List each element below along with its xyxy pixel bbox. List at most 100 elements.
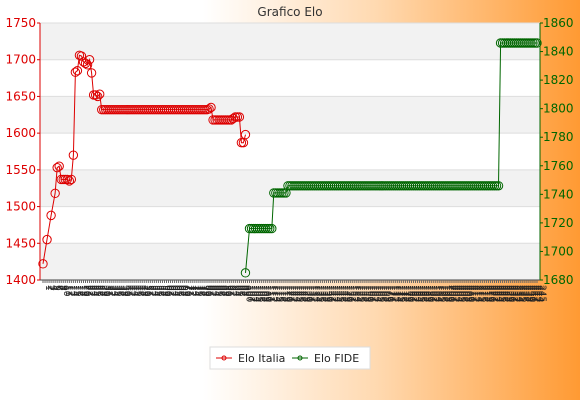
x-tick-label: 170 [385,285,395,302]
x-tick-label: 124 [292,285,302,302]
x-tick-label: 226 [499,285,509,302]
series-point [76,51,87,61]
x-tick-label: 50 [142,285,152,297]
x-tick-label: 199 [444,285,454,302]
x-tick-label: 151 [347,285,357,302]
x-tick-label: 96 [235,285,245,297]
x-tick-label: 110 [264,285,274,302]
x-tick-label: 219 [484,285,494,302]
x-tick-label: 134 [312,285,322,302]
x-tick-label: 60 [162,285,172,297]
x-tick-label: 177 [399,285,409,302]
series-point [493,181,504,191]
series-point [64,176,75,186]
x-tick-label: 233 [513,285,523,302]
x-tick-label: 231 [509,285,519,302]
x-tick-label: 148 [341,285,351,302]
x-tick-label: 123 [290,285,300,302]
x-tick-label: 45 [132,285,142,296]
x-tick-label: 51 [144,285,154,296]
x-tick-label: 163 [371,285,381,302]
x-tick-label: 244 [535,285,545,302]
x-tick-label: 72 [187,285,197,296]
series-point [82,60,93,70]
right-tick-label: 1700 [543,244,574,258]
series-point [70,67,81,77]
x-tick-label: 38 [118,285,128,297]
x-tick-label: 94 [231,285,241,297]
left-tick-label: 1400 [5,273,36,287]
legend: Elo Italia Elo FIDE [209,346,371,370]
x-tick-label: 86 [215,285,225,297]
x-tick-label: 31 [104,285,114,296]
x-tick-label: 146 [337,285,347,302]
x-tick-label: 196 [438,285,448,302]
series-point [228,113,239,124]
x-tick-label: 129 [302,285,312,302]
x-tick-label: 234 [515,285,525,302]
x-tick-label: 5 [51,285,61,291]
x-tick-label: 149 [343,285,353,302]
x-tick-label: 114 [272,285,282,302]
x-tick-label: 112 [268,285,278,302]
x-tick-label: 36 [114,285,124,297]
series-point [240,129,251,140]
x-tick-label: 183 [411,285,421,302]
legend-item-elo-fide: Elo FIDE [292,352,359,365]
right-tick-label: 1720 [543,216,574,230]
x-tick-label: 235 [517,285,527,302]
x-tick-label: 230 [507,285,517,302]
x-tick-label: 25 [92,285,102,296]
x-tick-label: 77 [197,285,207,296]
x-tick-label: 81 [205,285,215,296]
series-point [46,210,56,221]
right-axis-ticks: 1680 1700 1720 1740 1760 1780 1800 1820 1840 1860 [540,16,574,287]
x-tick-label: 179 [403,285,413,302]
x-tick-label: 55 [152,285,162,296]
x-tick-label: 201 [448,285,458,302]
left-tick-label: 1750 [5,16,36,30]
x-tick-label: 150 [345,285,355,302]
x-tick-label: 125 [294,285,304,302]
x-tick-label: 220 [486,285,496,302]
x-tick-label: 30 [102,285,112,297]
x-tick-label: 162 [369,285,379,302]
x-tick-label: 205 [456,285,466,302]
x-tick-label: 195 [436,285,446,302]
x-tick-label: 41 [124,285,134,296]
x-tick-label: 135 [314,285,324,302]
x-tick-label: 102 [247,285,257,302]
x-tick-label: 213 [472,285,482,302]
x-tick-label: 198 [442,285,452,302]
plot-band [40,23,540,60]
x-tick-label: 19 [79,285,89,297]
x-tick-label: 238 [523,285,533,302]
x-tick-label: 3 [47,285,57,291]
series-point [38,259,48,269]
x-tick-label: 156 [357,285,367,302]
x-tick-label: 68 [179,285,189,297]
x-tick-label: 142 [328,285,338,302]
x-tick-label: 24 [90,285,100,297]
right-tick-label: 1860 [543,16,574,30]
x-tick-label: 8 [57,285,67,291]
x-tick-label: 194 [434,285,444,302]
x-tick-label: 4 [49,285,59,291]
x-tick-label: 42 [126,285,136,296]
x-tick-label: 118 [280,285,290,302]
x-tick-label: 87 [217,285,227,296]
x-tick-label: 237 [521,285,531,302]
x-tick-label: 137 [318,285,328,302]
x-tick-label: 40 [122,285,132,297]
x-tick-label: 106 [256,285,266,302]
x-tick-label: 193 [432,285,442,302]
x-tick-label: 79 [201,285,211,297]
x-tick-label: 243 [533,285,543,302]
legend-label: Elo Italia [238,352,285,365]
x-tick-label: 210 [466,285,476,302]
x-tick-label: 147 [339,285,349,302]
x-tick-label: 95 [233,285,243,296]
x-tick-label: 74 [191,285,201,297]
x-tick-label: 84 [211,285,221,297]
